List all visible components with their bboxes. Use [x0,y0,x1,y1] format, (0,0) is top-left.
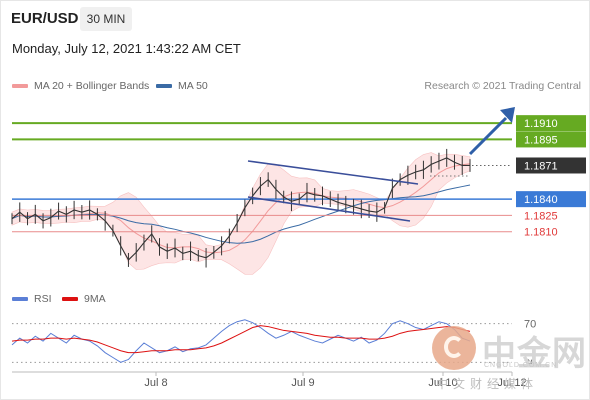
legend-ma50: MA 50 [156,80,208,92]
rsi-swatch-icon [12,297,28,302]
rsi-ma-swatch-icon [62,297,78,302]
level-label-3: 1.1840 [524,194,558,206]
datetime-label: Monday, July 12, 2021 1:43:22 AM CET [12,41,241,56]
credit-label: Research © 2021 Trading Central [424,80,581,92]
rsi-level-label-0: 70 [524,319,536,331]
level-label-current: 1.1871 [524,160,558,172]
x-tick-label-1: Jul 9 [291,377,314,389]
legend-rsi: RSI [12,293,52,305]
watermark-url: CNGOLD.COM.CN [484,362,558,369]
channel-upper-line [247,160,419,185]
level-label-1: 1.1895 [524,134,558,146]
price-line [11,157,470,261]
rsi-label: RSI [34,293,52,305]
channel-lower-line [247,196,411,222]
x-tick-label-0: Jul 8 [144,377,167,389]
rsi-ma-line [11,325,471,354]
watermark-subtitle: 中文财经媒体 [436,377,539,391]
ma20-swatch-icon [12,84,28,89]
x-tick-label-3: Jul 12 [497,377,526,389]
ma50-swatch-icon [156,84,172,89]
level-label-0: 1.1910 [524,118,558,130]
x-tick-label-2: Jul 10 [428,377,457,389]
bollinger-band [11,152,471,275]
ma50-label: MA 50 [178,80,208,92]
rsi-level-label-1: 30 [524,357,536,369]
ma20-label: MA 20 + Bollinger Bands [34,80,150,92]
legend-rsi-ma: 9MA [62,293,106,305]
watermark-logo-icon [432,326,476,370]
level-badge-3 [516,191,586,208]
level-label-5: 1.1810 [524,227,558,239]
symbol-label: EUR/USD [11,10,79,27]
watermark-title: 中金网 [482,334,587,374]
forecast-arrow-head-icon [500,107,515,123]
level-badge-0 [516,115,586,132]
rsi-ma-label: 9MA [84,293,106,305]
legend-ma20: MA 20 + Bollinger Bands [12,80,149,92]
level-label-4: 1.1825 [524,210,558,222]
forecast-arrow-shaft [468,116,508,156]
level-badge-current [516,157,586,174]
rsi-line [11,319,471,363]
timeframe-button[interactable]: 30 MIN [80,7,132,31]
level-badge-1 [516,131,586,148]
